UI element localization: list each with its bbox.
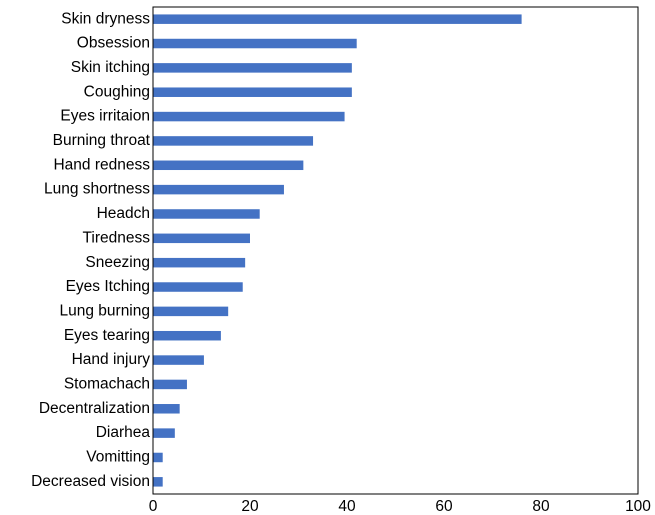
category-label: Burning throat [53, 132, 151, 149]
plot-area-frame [152, 6, 639, 495]
bar [153, 306, 229, 317]
bar [153, 87, 352, 97]
category-label: Eyes tearing [64, 327, 150, 344]
category-label: Hand redness [53, 156, 150, 173]
y-axis-category-labels: Skin dryness Obsession Skin itching Coughi… [31, 10, 151, 490]
x-tick-label: 40 [338, 498, 356, 515]
category-label: Coughing [84, 83, 150, 100]
bar [153, 379, 187, 390]
x-tick-label: 100 [625, 498, 651, 515]
category-label: Lung burning [60, 302, 151, 319]
bar [153, 38, 357, 49]
bar [153, 404, 180, 414]
bar [153, 63, 352, 73]
bar [153, 160, 304, 171]
bar [153, 452, 163, 463]
x-tick-label: 20 [241, 498, 259, 515]
bar [153, 14, 522, 24]
x-tick-label: 80 [532, 498, 550, 515]
bar [153, 136, 314, 146]
bar [153, 477, 163, 487]
category-label: Stomachach [64, 376, 150, 393]
category-label: Sneezing [85, 254, 150, 271]
bars [153, 14, 522, 487]
category-label: Headch [97, 205, 150, 222]
x-tick-label: 0 [149, 498, 158, 515]
bar [153, 282, 243, 292]
bar [153, 209, 260, 219]
x-axis-ticks: 0 20 40 60 80 100 [149, 498, 652, 515]
bar [153, 233, 250, 244]
category-label: Skin itching [71, 59, 150, 76]
category-label: Decentralization [39, 400, 150, 417]
bar [153, 330, 221, 341]
category-label: Decreased vision [31, 473, 150, 490]
x-tick-label: 60 [435, 498, 453, 515]
category-label: Diarhea [96, 424, 151, 441]
bar [153, 111, 345, 122]
category-label: Tiredness [83, 229, 151, 246]
category-label: Vomitting [86, 449, 150, 466]
category-label: Eyes Itching [66, 278, 150, 295]
bar [153, 184, 284, 195]
category-label: Hand injury [72, 351, 151, 368]
bar [153, 355, 204, 365]
category-label: Obsession [77, 35, 150, 52]
category-label: Skin dryness [61, 10, 150, 27]
category-label: Lung shortness [44, 181, 150, 198]
bar [153, 428, 175, 438]
category-label: Eyes irritaion [60, 108, 150, 125]
bar [153, 257, 246, 268]
